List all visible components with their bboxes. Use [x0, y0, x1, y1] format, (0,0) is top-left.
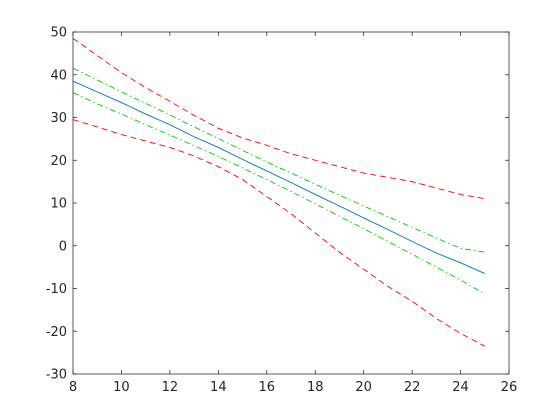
y-tick-label: -30: [46, 368, 67, 383]
x-tick-label: 18: [307, 380, 324, 395]
x-tick-label: 10: [113, 380, 130, 395]
plot-area: 8 10 12 14 16 18 20 22 24 26 -30 -20 -10 0 10 20 30 40 50: [46, 26, 518, 396]
x-tick-label: 24: [452, 380, 469, 395]
x-tick-label: 8: [69, 380, 77, 395]
x-tick-label: 22: [404, 380, 421, 395]
x-tick-label: 26: [501, 380, 518, 395]
series-line-upper-outer-bound: [72, 38, 485, 200]
y-tick-label: 30: [50, 111, 67, 126]
x-tick-label: 20: [355, 380, 372, 395]
x-tick-label: 12: [162, 380, 179, 395]
y-tick-label: 20: [50, 154, 67, 169]
y-tick-label: 40: [50, 68, 67, 83]
series-line-lower-outer-bound: [72, 119, 485, 347]
series-line-fit: [72, 80, 485, 274]
y-tick-label: -20: [46, 325, 67, 340]
y-tick-label: -10: [46, 282, 67, 297]
axes-background: [73, 32, 509, 374]
series-line-lower-inner-bound: [72, 92, 486, 295]
y-tick-label: 10: [50, 197, 67, 212]
x-tick-label: 14: [210, 380, 227, 395]
y-tick-label: 0: [59, 239, 67, 254]
y-tick-label: 50: [50, 26, 67, 41]
x-tick-label: 16: [259, 380, 276, 395]
series-line-upper-inner-bound: [72, 67, 485, 253]
